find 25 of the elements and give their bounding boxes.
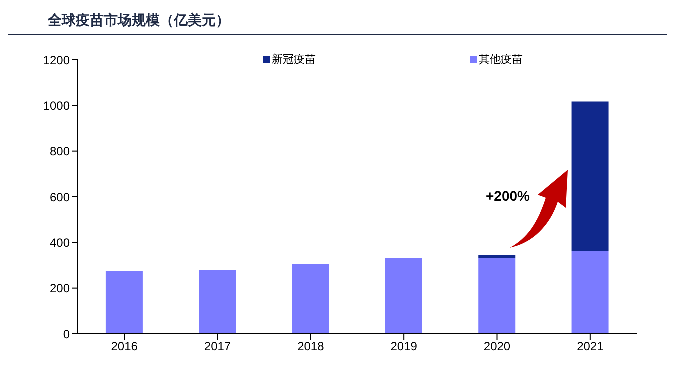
x-tick-label: 2019 [390,340,418,354]
bar [385,258,422,334]
y-tick-label: 1200 [43,53,70,68]
legend-label: 新冠疫苗 [271,52,316,67]
bar [572,251,609,334]
bar [106,271,143,334]
y-tick-label: 800 [50,144,70,159]
x-tick-label: 2016 [111,340,138,354]
bar [292,264,330,334]
bar [199,270,236,334]
chart-title: 全球疫苗市场规模（亿美元） [48,12,230,30]
bar [478,255,516,258]
y-tick-label: 0 [63,327,70,342]
x-tick-label: 2021 [577,340,604,354]
annotation: +200% [486,188,530,204]
y-tick-label: 1000 [43,98,70,113]
x-tick-label: 2017 [204,340,232,354]
y-tick-label: 400 [50,236,70,250]
bar [572,102,609,252]
x-tick-label: 2018 [298,340,325,354]
legend-label: 其他疫苗 [478,52,523,67]
y-tick-label: 200 [50,282,70,296]
y-tick-label: 600 [50,190,70,204]
x-tick-label: 2020 [484,340,511,354]
bar [478,258,516,334]
